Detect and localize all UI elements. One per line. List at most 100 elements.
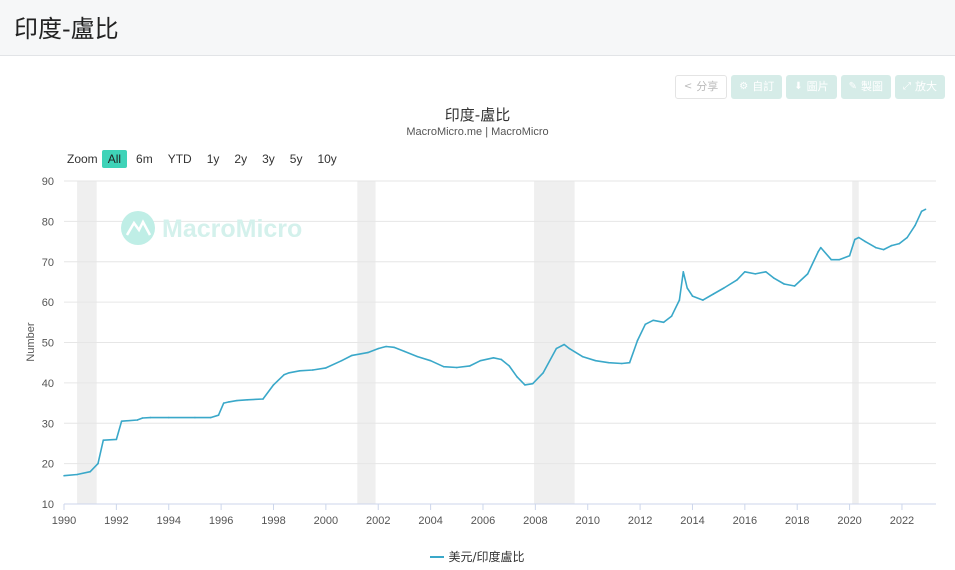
x-tick-label: 2006 xyxy=(471,515,495,527)
x-tick-label: 2012 xyxy=(628,515,652,527)
data-point xyxy=(702,299,704,301)
data-point xyxy=(662,321,665,324)
zoom-all-button[interactable]: All xyxy=(101,150,128,168)
share-icon: < xyxy=(683,81,693,92)
gear-icon: ⚙ xyxy=(739,81,749,92)
data-point xyxy=(76,473,78,476)
y-tick-label: 80 xyxy=(42,216,54,228)
zoom-1y-button[interactable]: 1y xyxy=(206,152,220,166)
share-label: 分享 xyxy=(696,80,719,93)
data-point xyxy=(500,358,503,361)
data-point xyxy=(691,295,694,297)
zoom-5y-button[interactable]: 5y xyxy=(289,152,303,166)
data-point xyxy=(723,287,725,289)
data-point xyxy=(682,271,685,273)
data-point xyxy=(377,347,380,350)
x-tick-label: 2010 xyxy=(575,515,599,527)
data-point xyxy=(516,376,518,378)
data-point xyxy=(217,414,220,416)
data-point xyxy=(806,273,809,275)
data-point xyxy=(581,355,584,358)
data-point xyxy=(340,359,343,362)
data-point xyxy=(403,350,406,353)
data-point xyxy=(563,343,565,346)
chart-toolbar: < 分享 ⚙ 自訂 ⬇ 圖片 ✎ 製圖 ⤢ 放大 xyxy=(674,75,945,99)
data-point xyxy=(848,254,851,257)
data-point xyxy=(854,238,856,241)
edit-chart-button[interactable]: ✎ 製圖 xyxy=(840,75,891,99)
data-point xyxy=(857,236,860,239)
data-point xyxy=(670,315,673,318)
data-point xyxy=(298,369,301,372)
data-point xyxy=(636,339,639,342)
data-point xyxy=(351,354,353,357)
data-point xyxy=(209,416,212,419)
data-point xyxy=(744,271,746,273)
data-point xyxy=(620,362,623,365)
data-point xyxy=(469,365,471,367)
image-download-button[interactable]: ⬇ 圖片 xyxy=(786,75,837,99)
data-point xyxy=(194,416,196,419)
x-tick-label: 2020 xyxy=(837,515,861,527)
download-icon: ⬇ xyxy=(794,81,803,92)
x-tick-label: 2002 xyxy=(366,515,390,527)
zoom-2y-button[interactable]: 2y xyxy=(234,152,248,166)
zoom-3y-button[interactable]: 3y xyxy=(262,152,275,166)
data-point xyxy=(120,420,123,423)
y-tick-label: 30 xyxy=(42,418,54,430)
data-point xyxy=(325,367,327,369)
chart-subtitle: MacroMicro.me | MacroMicro xyxy=(406,126,549,138)
data-point xyxy=(838,258,840,261)
zoom-10y-button[interactable]: 10y xyxy=(317,152,337,166)
page-title: 印度-盧比 xyxy=(14,15,119,43)
chart-legend[interactable]: 美元/印度盧比 xyxy=(0,548,955,565)
data-point xyxy=(764,271,767,273)
x-tick-label: 2014 xyxy=(680,515,704,527)
data-point xyxy=(830,258,833,261)
data-point xyxy=(283,374,285,376)
x-tick-label: 1996 xyxy=(209,515,233,527)
y-tick-label: 70 xyxy=(42,257,54,269)
data-point xyxy=(568,347,571,350)
data-point xyxy=(63,474,65,477)
data-point xyxy=(817,250,819,253)
data-point xyxy=(874,246,877,249)
data-point xyxy=(920,210,923,213)
data-point xyxy=(508,365,510,367)
x-tick-label: 2016 xyxy=(733,515,757,527)
data-point xyxy=(385,345,387,348)
data-point xyxy=(524,384,526,386)
x-tick-label: 2018 xyxy=(785,515,809,527)
y-tick-label: 40 xyxy=(42,378,54,390)
data-point xyxy=(272,384,275,386)
fullscreen-button[interactable]: ⤢ 放大 xyxy=(895,75,945,99)
x-tick-label: 1992 xyxy=(104,515,128,527)
data-point xyxy=(479,359,482,362)
data-point xyxy=(819,246,822,249)
zoom-bar: Zoom All 6m YTD 1y 2y 3y 5y 10y xyxy=(67,150,346,168)
fullscreen-label: 放大 xyxy=(915,80,937,93)
x-tick-label: 1990 xyxy=(52,515,76,527)
data-point xyxy=(228,401,230,403)
data-point xyxy=(712,293,715,295)
subscribe-button[interactable]: ⚙ 自訂 xyxy=(731,75,783,99)
data-point xyxy=(416,355,419,358)
data-point xyxy=(898,242,901,245)
zoom-ytd-button[interactable]: YTD xyxy=(167,152,192,166)
data-point xyxy=(222,402,225,404)
zoom-6m-button[interactable]: 6m xyxy=(136,152,153,166)
data-point xyxy=(594,359,597,362)
x-tick-label: 2008 xyxy=(523,515,547,527)
data-point xyxy=(288,371,291,374)
data-point xyxy=(236,399,238,402)
data-point xyxy=(393,346,395,349)
data-point xyxy=(736,279,738,281)
data-point xyxy=(924,208,927,211)
data-point xyxy=(136,419,139,421)
share-button[interactable]: < 分享 xyxy=(674,75,728,99)
y-tick-label: 90 xyxy=(42,176,54,188)
data-point xyxy=(246,399,249,401)
data-point xyxy=(555,347,558,350)
data-point xyxy=(628,361,631,364)
